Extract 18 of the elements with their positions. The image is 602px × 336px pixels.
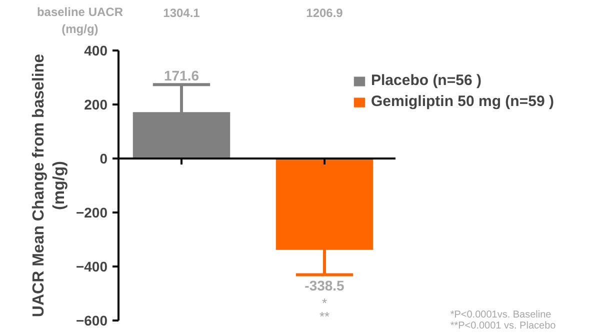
text: baseline UACR (mg/g) (36, 5, 124, 36)
y-axis-title: UACR Mean Change from baseline (mg/g) (30, 54, 68, 318)
text: **P<0.0001 vs. Placebo (450, 320, 556, 332)
y-tick-label: −400 (76, 258, 108, 274)
y-tick-label: 0 (100, 150, 108, 166)
y-tick-label: −200 (76, 204, 108, 220)
y-tick-label: 200 (84, 96, 108, 112)
data-label: 171.6 (164, 68, 200, 84)
legend-label: Gemigliptin 50 mg (n=59 ) (371, 93, 554, 110)
text: 1206.9 (306, 6, 344, 20)
data-label: -338.5 (304, 278, 345, 294)
annotation: ** (319, 308, 330, 324)
y-tick-label: −600 (76, 312, 108, 328)
text: *P<0.0001vs. Baseline (450, 310, 552, 321)
text: 1304.1 (163, 6, 200, 20)
y-tick-label: 400 (84, 42, 108, 58)
annotation: * (322, 295, 328, 310)
legend-label: Placebo (n=56 ) (371, 72, 482, 89)
